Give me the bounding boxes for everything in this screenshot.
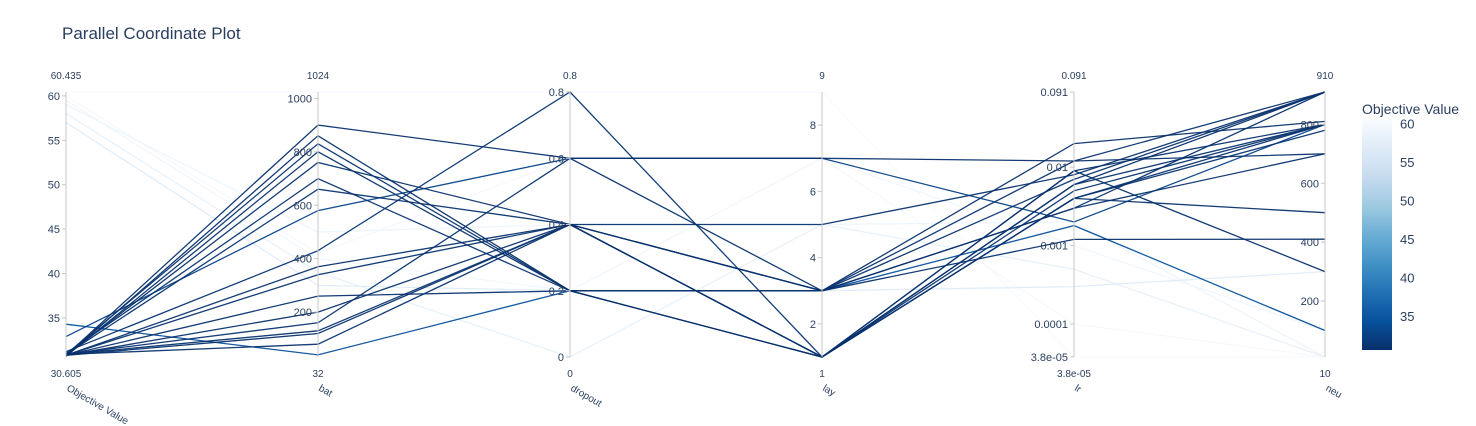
colorbar-gradient <box>1362 120 1392 350</box>
axis-lr[interactable]: 0.091 0.01 0.001 0.0001 3.8e-05 0.091 3.8e-05 l… <box>1031 71 1092 396</box>
colorbar-tick-label: 35 <box>1400 309 1414 324</box>
axis-max-label: 60.435 <box>51 71 82 82</box>
axis-title: Objective Value <box>65 383 131 426</box>
trial-line[interactable] <box>65 120 1326 357</box>
axis-max-label: 0.091 <box>1061 71 1086 82</box>
tick-label: 0.2 <box>549 286 564 298</box>
colorbar-tick-label: 50 <box>1400 193 1414 208</box>
axis-title: lr <box>1073 383 1084 396</box>
trial-line[interactable] <box>65 99 1326 332</box>
axis-bat[interactable]: 1000 800 600 400 200 1024 32 bat <box>288 71 335 400</box>
axis-min-label: 32 <box>312 369 324 380</box>
trial-lines <box>65 91 1326 358</box>
tick-label: 200 <box>1301 296 1319 308</box>
axis-max-label: 9 <box>819 71 825 82</box>
axis-min-label: 3.8e-05 <box>1057 369 1091 380</box>
axis-min-label: 10 <box>1319 369 1331 380</box>
colorbar-tick-label: 45 <box>1400 232 1414 247</box>
tick-label: 45 <box>48 224 60 236</box>
tick-label: 6 <box>810 186 816 198</box>
trial-line[interactable] <box>65 223 1326 356</box>
trial-line[interactable] <box>65 123 1326 358</box>
chart-title: Parallel Coordinate Plot <box>62 24 241 43</box>
colorbar-tick-label: 60 <box>1400 116 1414 131</box>
tick-label: 400 <box>1301 237 1319 249</box>
trial-line[interactable] <box>65 95 1326 358</box>
axis-objective-value[interactable]: 60 55 50 45 40 35 60.435 30.605 Objective Value <box>48 71 131 426</box>
tick-label: 600 <box>1301 178 1319 190</box>
trial-line[interactable] <box>65 113 1326 358</box>
trial-line[interactable] <box>65 124 1326 356</box>
tick-label: 800 <box>294 147 312 159</box>
tick-label: 0.091 <box>1040 87 1068 99</box>
axis-max-label: 910 <box>1317 71 1334 82</box>
trial-line[interactable] <box>65 91 1325 358</box>
tick-label: 50 <box>48 180 60 192</box>
tick-label: 800 <box>1301 119 1319 131</box>
axis-min-label: 1 <box>819 369 825 380</box>
colorbar-tick-label: 40 <box>1400 271 1414 286</box>
axis-min-label: 30.605 <box>51 369 82 380</box>
trial-line[interactable] <box>65 121 1326 292</box>
colorbar-tick-label: 55 <box>1400 155 1414 170</box>
axis-dropout[interactable]: 0.8 0.6 0.4 0.2 0 0.8 0 dropout <box>549 71 604 410</box>
axis-max-label: 0.8 <box>563 71 577 82</box>
tick-label: 1000 <box>288 93 312 105</box>
axis-title: bat <box>317 383 335 400</box>
axis-title: lay <box>821 383 838 399</box>
tick-label: 55 <box>48 135 60 147</box>
tick-label: 3.8e-05 <box>1031 352 1068 364</box>
tick-label: 0 <box>558 352 564 364</box>
axis-title: dropout <box>569 383 604 410</box>
axis-max-label: 1024 <box>307 71 330 82</box>
axis-min-label: 0 <box>567 369 573 380</box>
tick-label: 4 <box>810 253 816 265</box>
tick-label: 0.8 <box>549 87 564 99</box>
tick-label: 60 <box>48 91 60 103</box>
tick-label: 35 <box>48 313 60 325</box>
trial-line[interactable] <box>65 170 1326 358</box>
tick-label: 200 <box>294 307 312 319</box>
tick-label: 40 <box>48 269 60 281</box>
tick-label: 0.6 <box>549 153 564 165</box>
axis-neu[interactable]: 800 600 400 200 910 10 neu <box>1301 71 1344 401</box>
tick-label: 0.01 <box>1047 162 1068 174</box>
tick-label: 400 <box>294 254 312 266</box>
tick-label: 600 <box>294 200 312 212</box>
tick-label: 0.4 <box>549 220 564 232</box>
axis-title: neu <box>1324 383 1344 401</box>
tick-label: 0.001 <box>1040 241 1068 253</box>
colorbar-title: Objective Value <box>1362 101 1459 117</box>
tick-label: 2 <box>810 319 816 331</box>
tick-label: 8 <box>810 120 816 132</box>
tick-label: 0.0001 <box>1034 319 1068 331</box>
trial-line[interactable] <box>65 91 1326 356</box>
trial-line[interactable] <box>65 91 1326 358</box>
trial-line[interactable] <box>65 153 1326 356</box>
